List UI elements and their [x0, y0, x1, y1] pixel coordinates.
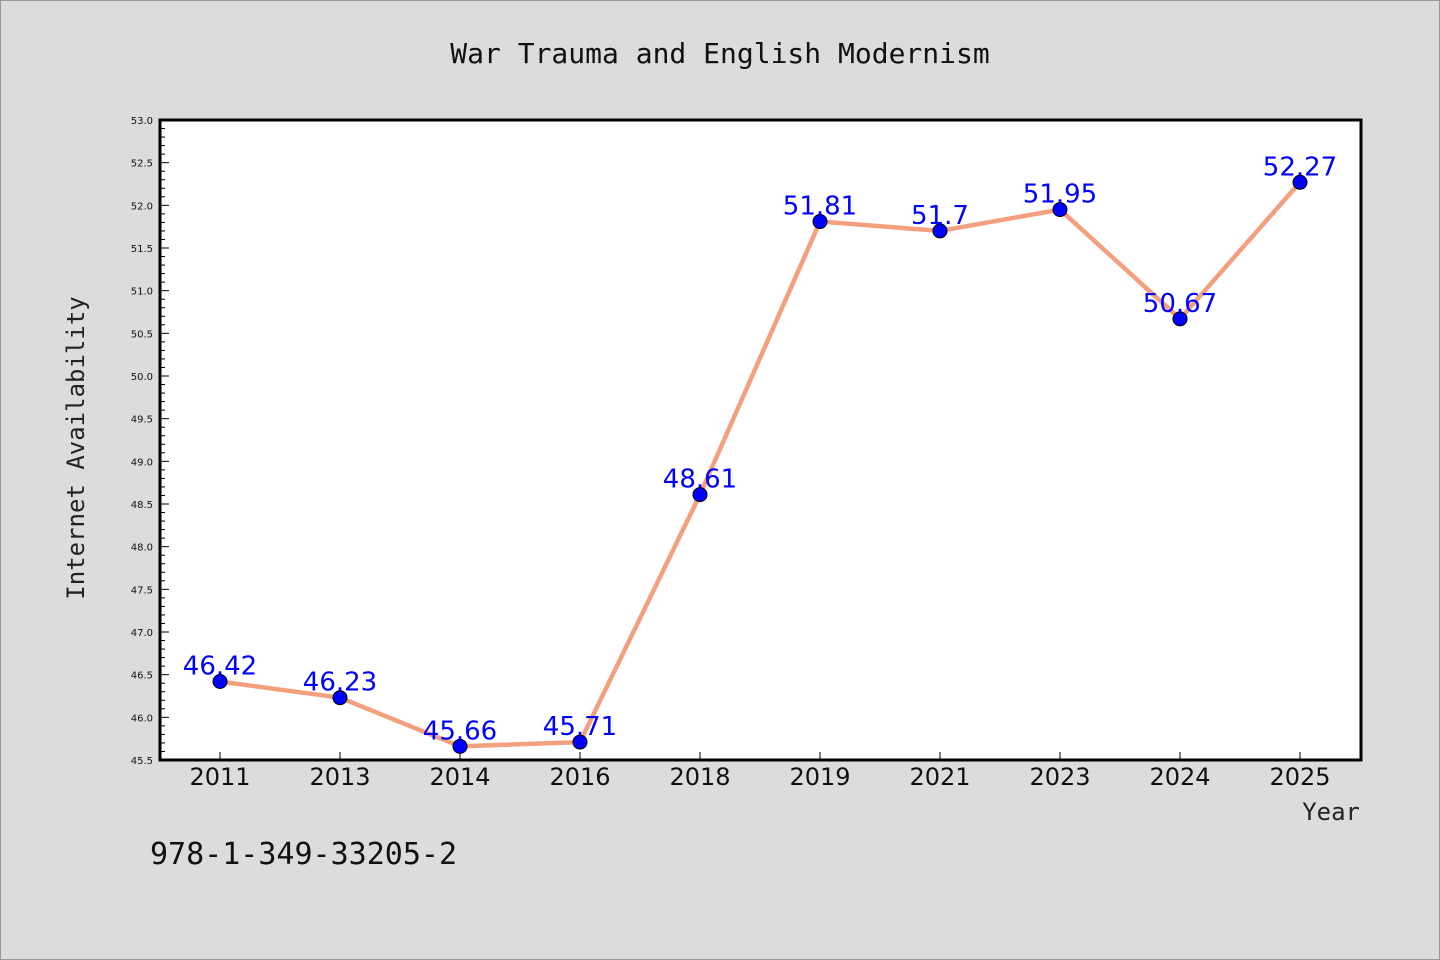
x-axis: 2011 2013 2014 2016 2018 2019 2021 2023 2024 2025 — [189, 752, 1331, 791]
y-tick-label: 48.0 — [131, 543, 153, 554]
chart-title: War Trauma and English Modernism — [450, 37, 989, 70]
y-tick-label: 53.0 — [131, 116, 153, 127]
y-tick-label: 51.5 — [131, 244, 153, 255]
y-tick-label: 46.5 — [131, 671, 153, 682]
plot-area — [158, 118, 1363, 762]
data-label: 48.61 — [663, 465, 737, 495]
data-label: 51.7 — [911, 201, 969, 231]
data-label: 50.67 — [1143, 289, 1217, 319]
x-tick-label: 2024 — [1149, 763, 1210, 791]
y-tick-label: 46.0 — [131, 713, 153, 724]
y-tick-label: 51.0 — [131, 287, 153, 298]
isbn-footnote: 978-1-349-33205-2 — [150, 837, 457, 872]
x-tick-label: 2021 — [909, 763, 970, 791]
y-tick-label: 49.5 — [131, 415, 153, 426]
data-label: 52.27 — [1263, 152, 1337, 182]
data-label: 46.42 — [183, 651, 257, 681]
y-tick-label: 50.0 — [131, 372, 153, 383]
x-tick-label: 2016 — [549, 763, 610, 791]
y-tick-label: 45.5 — [131, 756, 153, 767]
x-tick-label: 2013 — [309, 763, 370, 791]
y-tick-label: 52.5 — [131, 159, 153, 170]
data-point — [452, 738, 468, 754]
y-tick-label: 49.0 — [131, 457, 153, 468]
y-tick-label: 47.0 — [131, 628, 153, 639]
series-line — [219, 180, 1302, 749]
data-label: 45.71 — [543, 712, 617, 742]
data-point — [1172, 311, 1188, 327]
x-tick-label: 2023 — [1029, 763, 1090, 791]
markers-group — [212, 174, 1308, 754]
y-axis: 45.5 46.0 46.5 47.0 47.5 48.0 48.5 49.0 49.5 50.0… — [131, 116, 169, 767]
y-axis-label: Internet Availability — [62, 296, 90, 599]
data-labels-group: 46.42 46.23 45.66 45.71 48.61 51.81 51.7 51.95 5… — [183, 152, 1337, 746]
x-tick-label: 2025 — [1269, 763, 1330, 791]
data-point — [812, 214, 828, 230]
y-tick-label: 48.5 — [131, 500, 153, 511]
x-tick-label: 2011 — [189, 763, 250, 791]
data-label: 46.23 — [303, 668, 377, 698]
series-line-group — [219, 180, 1302, 749]
data-point — [932, 223, 948, 239]
data-label: 51.95 — [1023, 180, 1097, 210]
x-tick-label: 2019 — [789, 763, 850, 791]
x-axis-label: Year — [1302, 798, 1360, 826]
data-point — [1052, 202, 1068, 218]
x-tick-label: 2018 — [669, 763, 730, 791]
data-point — [332, 690, 348, 706]
data-point — [212, 673, 228, 689]
data-point — [1292, 174, 1308, 190]
x-tick-label: 2014 — [429, 763, 490, 791]
data-label: 45.66 — [423, 716, 497, 746]
data-point — [572, 734, 588, 750]
data-point — [692, 487, 708, 503]
y-tick-label: 47.5 — [131, 585, 153, 596]
y-tick-label: 50.5 — [131, 329, 153, 340]
data-label: 51.81 — [783, 192, 857, 222]
y-tick-label: 52.0 — [131, 201, 153, 212]
